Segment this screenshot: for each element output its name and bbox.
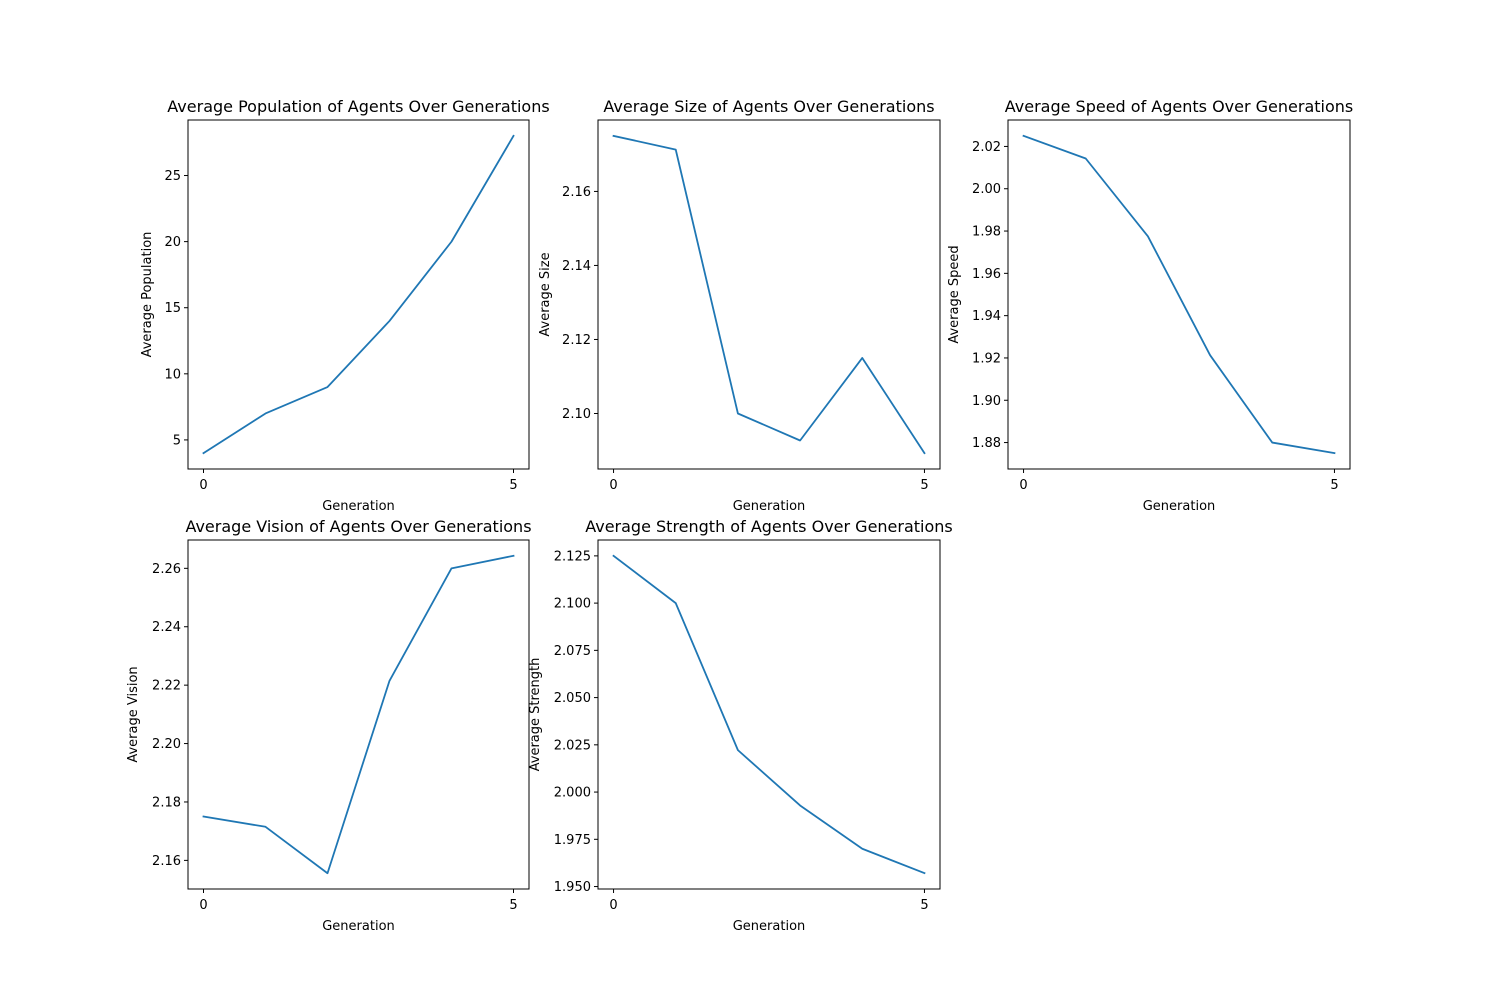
x-axis-label: Generation (322, 499, 395, 514)
chart-title: Average Vision of Agents Over Generation… (185, 517, 531, 536)
x-tick-label: 0 (609, 478, 617, 493)
y-tick-label: 10 (164, 367, 181, 382)
x-tick-label: 5 (920, 898, 928, 913)
y-tick-label: 2.10 (562, 407, 591, 422)
y-tick-label: 1.98 (972, 225, 1001, 240)
y-axis-label: Average Strength (528, 658, 543, 772)
y-tick-label: 1.92 (972, 351, 1001, 366)
y-axis-label: Average Population (140, 232, 155, 358)
y-axis-label: Average Size (538, 252, 553, 336)
y-tick-label: 2.050 (554, 691, 591, 706)
x-tick-label: 0 (199, 898, 207, 913)
y-axis-label: Average Speed (947, 245, 962, 343)
y-tick-label: 2.125 (554, 549, 591, 564)
x-tick-label: 0 (199, 478, 207, 493)
y-tick-label: 2.12 (562, 333, 591, 348)
chart-title: Average Strength of Agents Over Generati… (585, 517, 953, 536)
y-tick-label: 1.975 (554, 833, 591, 848)
y-tick-label: 2.000 (554, 786, 591, 801)
series-line (202, 134, 515, 455)
y-tick-label: 1.950 (554, 880, 591, 895)
series-line (1022, 134, 1336, 455)
y-tick-label: 2.16 (562, 185, 591, 200)
chart-title: Average Size of Agents Over Generations (603, 97, 934, 116)
subplot-5: Average Strength of Agents Over Generati… (528, 517, 953, 934)
y-tick-label: 2.00 (972, 182, 1001, 197)
y-tick-label: 2.24 (152, 620, 181, 635)
x-axis-label: Generation (322, 919, 395, 934)
axes-frame (1007, 119, 1351, 470)
y-tick-label: 1.96 (972, 267, 1001, 282)
x-tick-label: 5 (509, 898, 517, 913)
subplot-3: Average Speed of Agents Over Generations… (947, 97, 1353, 514)
x-axis-label: Generation (733, 499, 806, 514)
subplot-4: Average Vision of Agents Over Generation… (126, 517, 532, 934)
axes-frame (597, 119, 941, 470)
series-line (612, 134, 926, 455)
x-tick-label: 5 (920, 478, 928, 493)
y-tick-label: 2.16 (152, 854, 181, 869)
chart-title: Average Population of Agents Over Genera… (167, 97, 549, 116)
y-tick-label: 1.88 (972, 436, 1001, 451)
y-tick-label: 2.02 (972, 140, 1001, 155)
y-tick-label: 5 (173, 433, 181, 448)
y-tick-label: 2.14 (562, 259, 591, 274)
axes-frame (187, 539, 530, 890)
y-tick-label: 15 (164, 301, 181, 316)
x-tick-label: 0 (1019, 478, 1027, 493)
y-tick-label: 1.90 (972, 394, 1001, 409)
axes-frame (187, 119, 530, 470)
axes-frame (597, 539, 941, 890)
chart-title: Average Speed of Agents Over Generations (1005, 97, 1353, 116)
series-line (202, 554, 515, 875)
y-tick-label: 2.100 (554, 597, 591, 612)
y-axis-label: Average Vision (126, 666, 141, 762)
y-tick-label: 2.20 (152, 737, 181, 752)
y-tick-label: 2.18 (152, 795, 181, 810)
y-tick-label: 2.26 (152, 562, 181, 577)
x-axis-label: Generation (1143, 499, 1216, 514)
y-tick-label: 1.94 (972, 309, 1001, 324)
y-tick-label: 2.075 (554, 644, 591, 659)
subplot-2: Average Size of Agents Over Generations 0… (538, 97, 941, 514)
y-tick-label: 2.025 (554, 738, 591, 753)
series-line (612, 554, 926, 875)
y-tick-label: 25 (164, 169, 181, 184)
x-tick-label: 0 (609, 898, 617, 913)
x-axis-label: Generation (733, 919, 806, 934)
x-tick-label: 5 (509, 478, 517, 493)
x-tick-label: 5 (1330, 478, 1338, 493)
y-tick-label: 2.22 (152, 679, 181, 694)
subplot-1: Average Population of Agents Over Genera… (140, 97, 550, 514)
y-tick-label: 20 (164, 235, 181, 250)
